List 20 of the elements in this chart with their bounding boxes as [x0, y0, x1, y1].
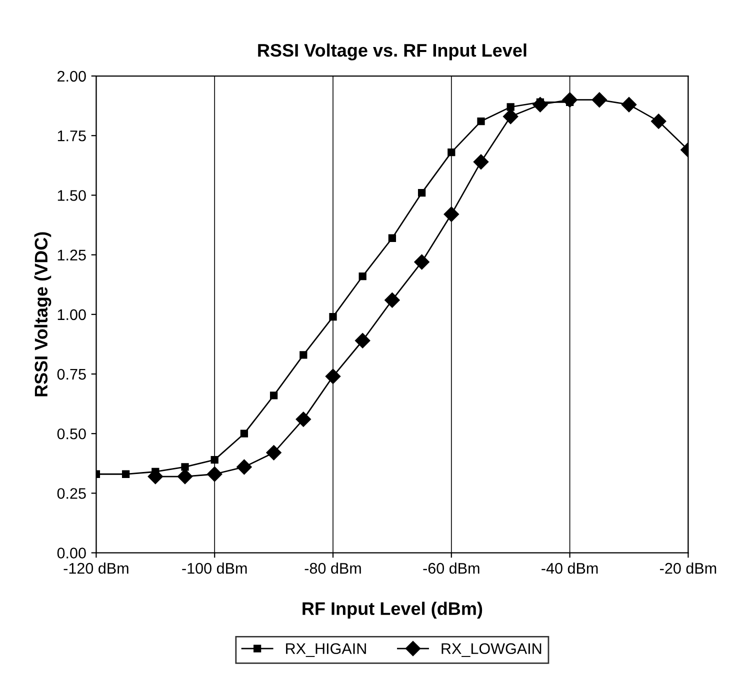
y-axis-title: RSSI Voltage (VDC) — [34, 232, 52, 396]
x-tick-label: -80 dBm — [304, 562, 361, 574]
x-tick-label: -20 dBm — [660, 562, 716, 574]
x-tick-label: -120 dBm — [64, 562, 128, 574]
y-tick-label: 0.00 — [57, 548, 86, 558]
x-tick-label: -40 dBm — [542, 562, 598, 574]
x-axis-title: RF Input Level (dBm) — [302, 602, 482, 619]
y-tick-label: 0.50 — [57, 428, 86, 440]
y-tick-label: 0.75 — [57, 368, 86, 380]
x-tick-label: -60 dBm — [423, 562, 480, 574]
x-tick-label: -100 dBm — [182, 562, 247, 574]
y-tick-label: 1.50 — [58, 190, 86, 201]
legend-label: RX_LOWGAIN — [442, 643, 542, 657]
chart-title: RSSI Voltage vs. RF Input Level — [258, 43, 526, 60]
y-tick-label: 2.00 — [58, 70, 86, 82]
y-tick-label: 0.25 — [57, 488, 86, 499]
y-tick-label: 1.25 — [58, 250, 86, 260]
y-tick-label: 1.75 — [58, 130, 86, 142]
y-tick-label: 1.00 — [58, 309, 86, 320]
legend-label: RX_HIGAIN — [286, 643, 366, 657]
